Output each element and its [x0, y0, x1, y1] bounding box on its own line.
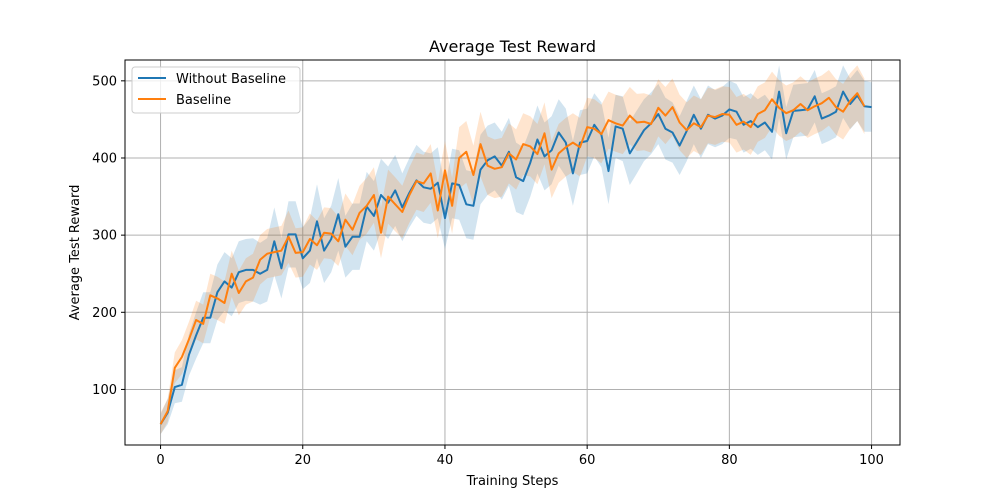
y-tick-label: 100 — [92, 383, 117, 398]
plot-area-frame — [124, 59, 901, 446]
y-axis-label: Average Test Reward — [68, 185, 83, 321]
confidence-bands — [160, 65, 872, 435]
x-tick-label: 60 — [579, 453, 596, 468]
y-axis-ticks: 100 200 300 400 500 — [92, 74, 125, 398]
series-lines — [159, 90, 872, 425]
x-tick-label: 80 — [721, 453, 738, 468]
x-tick-label: 100 — [859, 453, 884, 468]
band-baseline — [160, 65, 865, 435]
legend-label-without-baseline: Without Baseline — [176, 72, 286, 87]
x-axis-label: Training Steps — [466, 474, 559, 489]
legend-box — [131, 66, 301, 114]
chart-title: Average Test Reward — [429, 37, 596, 56]
y-tick-label: 500 — [92, 74, 117, 89]
grid — [125, 60, 900, 445]
x-tick-label: 40 — [437, 453, 454, 468]
x-tick-label: 0 — [156, 453, 164, 468]
y-tick-label: 400 — [92, 151, 117, 166]
y-tick-label: 200 — [92, 306, 117, 321]
legend-label-baseline: Baseline — [176, 93, 231, 108]
legend: Without Baseline Baseline — [131, 66, 301, 114]
band-without-baseline — [160, 65, 872, 435]
line-baseline — [159, 92, 866, 425]
x-tick-label: 20 — [294, 453, 311, 468]
y-tick-label: 300 — [92, 229, 117, 244]
x-axis-ticks: 0 20 40 60 80 100 — [156, 445, 884, 468]
